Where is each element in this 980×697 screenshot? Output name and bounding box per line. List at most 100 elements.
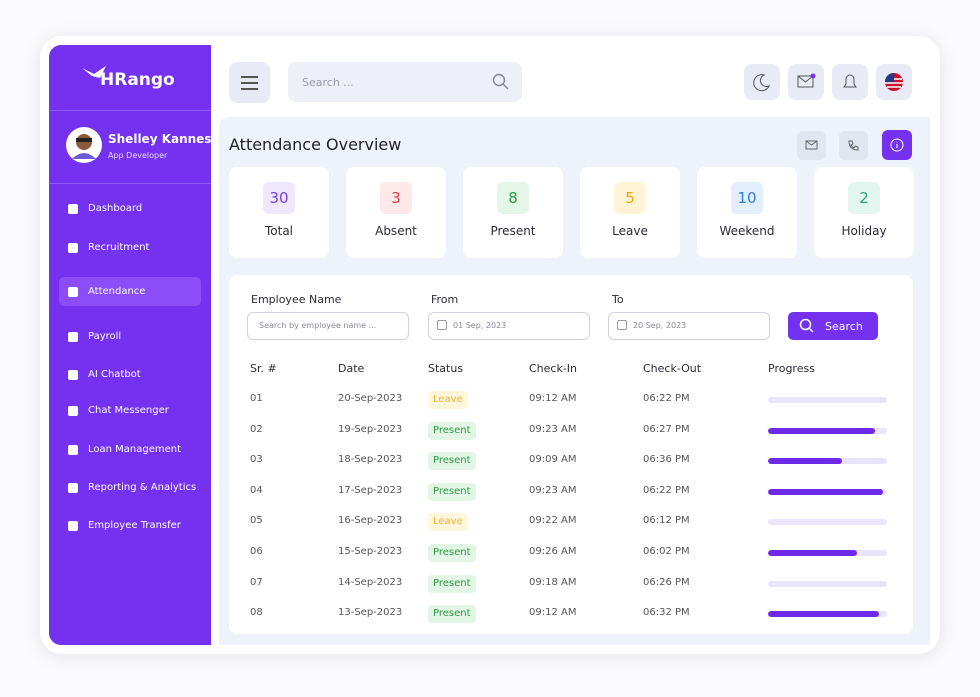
- cell-check-out: 06:26 PM: [643, 576, 690, 588]
- cell-sr: 01: [250, 393, 263, 404]
- column-header: Sr. #: [250, 362, 277, 375]
- search-box[interactable]: [288, 62, 522, 102]
- status-badge: Present: [428, 605, 476, 624]
- cell-date: 17-Sep-2023: [338, 484, 403, 496]
- cell-check-in: 09:18 AM: [529, 576, 577, 588]
- cell-sr: 06: [250, 546, 263, 557]
- stat-value: 30: [263, 182, 295, 214]
- cell-check-in: 09:23 AM: [529, 423, 577, 435]
- stat-value: 2: [848, 182, 880, 214]
- avatar: [66, 127, 102, 163]
- cell-sr: 02: [250, 423, 263, 435]
- progress-bar: [768, 550, 858, 556]
- notification-button[interactable]: [832, 64, 868, 100]
- info-action[interactable]: [882, 130, 912, 160]
- status-badge: Present: [428, 544, 476, 562]
- cell-date: 14-Sep-2023: [338, 576, 403, 588]
- search-button[interactable]: [788, 312, 878, 340]
- column-header: Progress: [768, 362, 815, 375]
- menu-button[interactable]: [229, 62, 270, 103]
- nav-item[interactable]: Payroll: [88, 331, 122, 342]
- cell-sr: 08: [250, 607, 263, 619]
- user-name: Shelley Kannes: [108, 132, 212, 146]
- nav-item[interactable]: Attendance: [88, 286, 146, 297]
- cell-date: 19-Sep-2023: [338, 423, 403, 435]
- cell-check-in: 09:23 AM: [529, 484, 577, 496]
- cell-check-out: 06:32 PM: [643, 607, 690, 619]
- nav-icon: [68, 445, 78, 455]
- nav-item[interactable]: Employee Transfer: [88, 520, 181, 531]
- status-badge: Present: [428, 421, 476, 440]
- stat-label: Holiday: [841, 224, 887, 238]
- filter-placeholder: 01 Sep, 2023: [453, 321, 507, 330]
- cell-check-out: 06:36 PM: [643, 454, 690, 466]
- nav-item[interactable]: Reporting & Analytics: [88, 482, 197, 493]
- nav-item[interactable]: Loan Management: [88, 444, 182, 455]
- cell-check-out: 06:22 PM: [643, 393, 690, 404]
- progress-bar: [768, 458, 842, 465]
- search-button-label[interactable]: Search: [825, 320, 863, 333]
- nav-icon: [68, 287, 78, 297]
- calendar-icon: [437, 320, 447, 330]
- calendar-icon: [617, 320, 627, 330]
- stat-value: 3: [380, 182, 412, 214]
- logo-icon: [82, 66, 106, 78]
- status-badge: Leave: [428, 513, 468, 532]
- cell-check-in: 09:26 AM: [529, 546, 577, 557]
- stat-value: 5: [614, 182, 646, 214]
- filter-placeholder: Search by employee name ...: [259, 321, 377, 330]
- stat-label: Absent: [375, 224, 417, 238]
- status-badge: Present: [428, 574, 476, 593]
- divider: [49, 183, 211, 184]
- active-nav-bg: [59, 277, 201, 306]
- mail-button[interactable]: [788, 64, 824, 100]
- cell-date: 16-Sep-2023: [338, 515, 403, 527]
- progress-track: [768, 488, 887, 495]
- nav-item[interactable]: Recruitment: [88, 242, 150, 253]
- cell-check-in: 09:09 AM: [529, 454, 577, 466]
- nav-icon: [68, 243, 78, 253]
- stat-label: Total: [264, 224, 294, 238]
- nav-icon: [68, 483, 78, 493]
- filter-input[interactable]: [247, 312, 409, 340]
- user-role: App Developer: [108, 151, 168, 160]
- nav-item[interactable]: Dashboard: [88, 203, 143, 214]
- language-button[interactable]: [876, 64, 912, 100]
- cell-date: 18-Sep-2023: [338, 454, 403, 466]
- stat-label: Present: [490, 224, 536, 238]
- stat-label: Weekend: [719, 224, 775, 238]
- nav-item[interactable]: Chat Messenger: [88, 405, 169, 416]
- call-action[interactable]: [839, 131, 868, 160]
- nav-icon: [68, 332, 78, 342]
- page-title: Attendance Overview: [229, 135, 402, 154]
- progress-track: [768, 580, 887, 587]
- cell-check-out: 06:22 PM: [643, 484, 690, 496]
- progress-track: [768, 611, 887, 618]
- status-badge: Present: [428, 452, 476, 471]
- divider: [49, 110, 211, 111]
- progress-bar: [768, 611, 879, 618]
- filter-placeholder: 20 Sep, 2023: [633, 321, 687, 330]
- nav-icon: [68, 406, 78, 416]
- nav-item[interactable]: AI Chatbot: [88, 369, 141, 380]
- filter-input[interactable]: [428, 312, 590, 340]
- progress-track: [768, 397, 887, 403]
- progress-bar: [768, 427, 876, 434]
- progress-track: [768, 427, 887, 434]
- stat-value: 10: [731, 182, 763, 214]
- cell-sr: 03: [250, 454, 263, 466]
- search-placeholder: Search ...: [302, 76, 354, 89]
- progress-bar: [768, 488, 884, 495]
- nav-icon: [68, 370, 78, 380]
- filter-input[interactable]: [608, 312, 770, 340]
- cell-sr: 05: [250, 515, 263, 527]
- cell-check-out: 06:02 PM: [643, 546, 690, 557]
- theme-button[interactable]: [744, 64, 780, 100]
- mail-action[interactable]: [797, 131, 826, 160]
- column-header: Status: [428, 362, 464, 375]
- column-header: Date: [338, 362, 365, 375]
- status-badge: Present: [428, 482, 476, 501]
- progress-track: [768, 519, 887, 526]
- nav-icon: [68, 204, 78, 214]
